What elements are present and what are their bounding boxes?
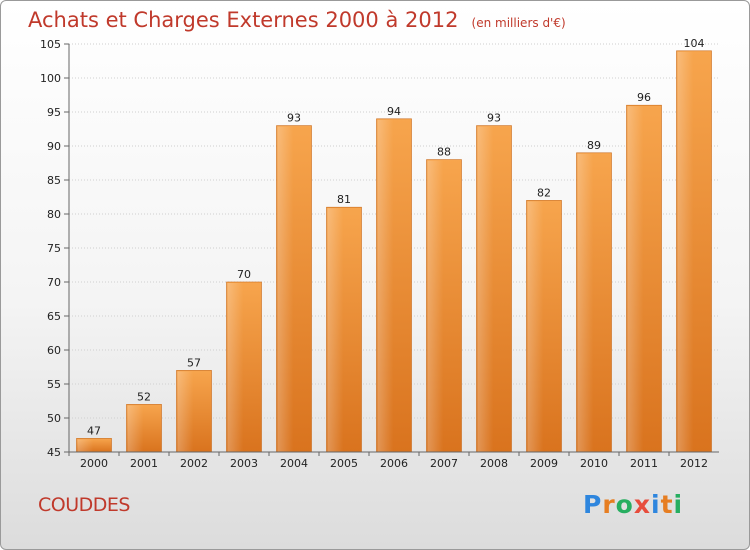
y-tick-label: 90 xyxy=(47,140,61,153)
logo-letter: i xyxy=(651,490,661,519)
bar-highlight xyxy=(627,106,644,452)
bar-highlight xyxy=(327,208,344,452)
x-tick-label: 2012 xyxy=(680,457,708,470)
value-label: 82 xyxy=(537,186,551,199)
y-tick-label: 105 xyxy=(40,38,61,51)
value-label: 89 xyxy=(587,139,601,152)
y-tick-label: 95 xyxy=(47,106,61,119)
x-tick-label: 2005 xyxy=(330,457,358,470)
value-label: 94 xyxy=(387,105,401,118)
logo-letter: x xyxy=(633,490,651,519)
bar-highlight xyxy=(177,371,194,452)
y-tick-label: 100 xyxy=(40,72,61,85)
x-tick-label: 2001 xyxy=(130,457,158,470)
bar-highlight xyxy=(677,51,694,453)
x-tick-label: 2007 xyxy=(430,457,458,470)
bar-highlight xyxy=(127,405,144,452)
x-tick-label: 2008 xyxy=(480,457,508,470)
logo-letter: i xyxy=(673,490,684,519)
bar-highlight xyxy=(377,119,394,453)
logo-letter: o xyxy=(615,490,634,519)
chart-title: Achats et Charges Externes 2000 à 2012 xyxy=(28,8,459,32)
chart-header: Achats et Charges Externes 2000 à 2012 (… xyxy=(28,8,566,32)
logo-letter: r xyxy=(602,490,616,519)
value-label: 104 xyxy=(684,37,705,50)
x-tick-label: 2006 xyxy=(380,457,408,470)
axes-group: 45 50 55 60 65 70 75 80 85 90 95 100 105 2000 2001 2002… xyxy=(40,38,719,470)
chart-unit: (en milliers d'€) xyxy=(471,16,566,30)
x-tick-label: 2010 xyxy=(580,457,608,470)
y-tick-label: 60 xyxy=(47,344,61,357)
y-tick-label: 85 xyxy=(47,174,61,187)
y-tick-label: 80 xyxy=(47,208,61,221)
value-label: 47 xyxy=(87,424,101,437)
bar-highlight xyxy=(277,126,294,452)
y-tick-label: 65 xyxy=(47,310,61,323)
y-tick-label: 75 xyxy=(47,242,61,255)
x-tick-label: 2000 xyxy=(80,457,108,470)
value-label: 96 xyxy=(637,91,651,104)
y-tick-label: 55 xyxy=(47,378,61,391)
bars-group: 47 52 57 70 93 81 94 88 93 82 89 96 104 xyxy=(76,37,712,453)
y-tick-label: 45 xyxy=(47,446,61,459)
bar-highlight xyxy=(427,160,444,452)
bar-highlight xyxy=(227,283,244,452)
logo-letter: t xyxy=(660,490,674,519)
bar-highlight xyxy=(477,126,494,452)
x-tick-label: 2009 xyxy=(530,457,558,470)
value-label: 57 xyxy=(187,356,201,369)
bar-highlight xyxy=(527,201,544,452)
value-label: 88 xyxy=(437,146,451,159)
x-tick-label: 2004 xyxy=(280,457,308,470)
logo-letter: P xyxy=(583,490,603,519)
value-label: 93 xyxy=(487,112,501,125)
x-tick-label: 2003 xyxy=(230,457,258,470)
y-tick-label: 70 xyxy=(47,276,61,289)
x-tick-label: 2011 xyxy=(630,457,658,470)
bar-highlight xyxy=(577,153,594,453)
value-label: 70 xyxy=(237,268,251,281)
proxiti-logo: Proxiti xyxy=(583,490,683,519)
value-label: 93 xyxy=(287,112,301,125)
x-tick-label: 2002 xyxy=(180,457,208,470)
value-label: 81 xyxy=(337,193,351,206)
commune-name: COUDDES xyxy=(38,494,130,516)
value-label: 52 xyxy=(137,390,151,403)
y-tick-label: 50 xyxy=(47,412,61,425)
bar-highlight xyxy=(77,439,94,452)
